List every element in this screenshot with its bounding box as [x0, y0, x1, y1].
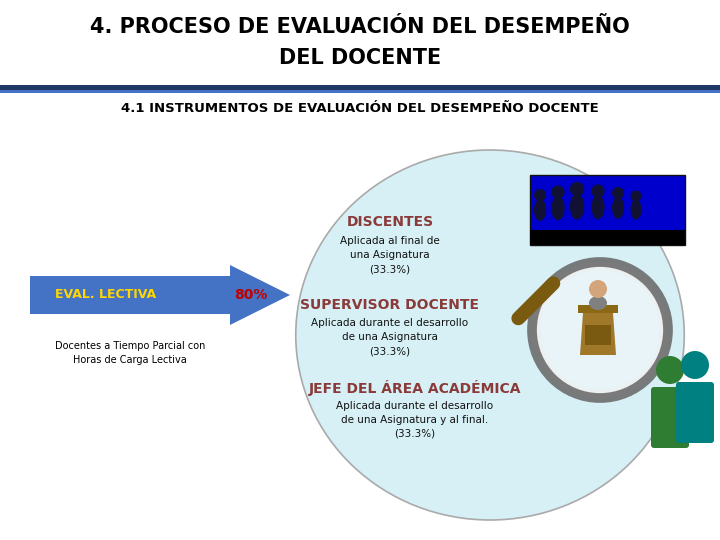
Ellipse shape	[552, 196, 564, 220]
Text: DEL DOCENTE: DEL DOCENTE	[279, 48, 441, 68]
Text: DISCENTES: DISCENTES	[346, 215, 433, 229]
Bar	[530, 230, 685, 245]
Ellipse shape	[591, 195, 605, 219]
Text: Aplicada durante el desarrollo
de una Asignatura y al final.
(33.3%): Aplicada durante el desarrollo de una As…	[336, 401, 494, 439]
Polygon shape	[230, 265, 290, 325]
Polygon shape	[580, 313, 616, 355]
Circle shape	[631, 191, 642, 201]
Text: EVAL. LECTIVA: EVAL. LECTIVA	[55, 288, 156, 301]
Circle shape	[532, 262, 668, 398]
Bar	[585, 325, 611, 345]
Text: Aplicada al final de
una Asignatura
(33.3%): Aplicada al final de una Asignatura (33.…	[340, 236, 440, 274]
Circle shape	[656, 356, 684, 384]
Text: 4.1 INSTRUMENTOS DE EVALUACIÓN DEL DESEMPEÑO DOCENTE: 4.1 INSTRUMENTOS DE EVALUACIÓN DEL DESEM…	[121, 102, 599, 114]
Ellipse shape	[589, 296, 607, 310]
Text: 4. PROCESO DE EVALUACIÓN DEL DESEMPEÑO: 4. PROCESO DE EVALUACIÓN DEL DESEMPEÑO	[90, 17, 630, 37]
Circle shape	[591, 184, 605, 198]
Circle shape	[681, 351, 709, 379]
Bar	[0, 0, 720, 85]
Text: Aplicada durante el desarrollo
de una Asignatura
(33.3%): Aplicada durante el desarrollo de una As…	[312, 318, 469, 356]
Bar	[30, 276, 230, 314]
Text: JEFE DEL ÁREA ACADÉMICA: JEFE DEL ÁREA ACADÉMICA	[309, 380, 521, 396]
Text: Docentes a Tiempo Parcial con
Horas de Carga Lectiva: Docentes a Tiempo Parcial con Horas de C…	[55, 341, 205, 365]
Circle shape	[589, 280, 607, 298]
Ellipse shape	[570, 193, 584, 220]
FancyBboxPatch shape	[676, 382, 714, 443]
Bar	[578, 305, 618, 313]
Ellipse shape	[631, 199, 642, 219]
Circle shape	[570, 182, 584, 196]
Ellipse shape	[612, 197, 624, 219]
FancyBboxPatch shape	[651, 387, 689, 448]
Text: 80%: 80%	[234, 288, 268, 302]
Ellipse shape	[296, 150, 684, 520]
Circle shape	[540, 270, 660, 390]
Bar	[0, 85, 720, 90]
Ellipse shape	[534, 199, 546, 221]
Circle shape	[612, 187, 624, 199]
Text: SUPERVISOR DOCENTE: SUPERVISOR DOCENTE	[300, 298, 480, 312]
Circle shape	[534, 189, 546, 201]
Bar	[530, 175, 685, 245]
Circle shape	[552, 185, 564, 199]
Bar	[0, 90, 720, 93]
